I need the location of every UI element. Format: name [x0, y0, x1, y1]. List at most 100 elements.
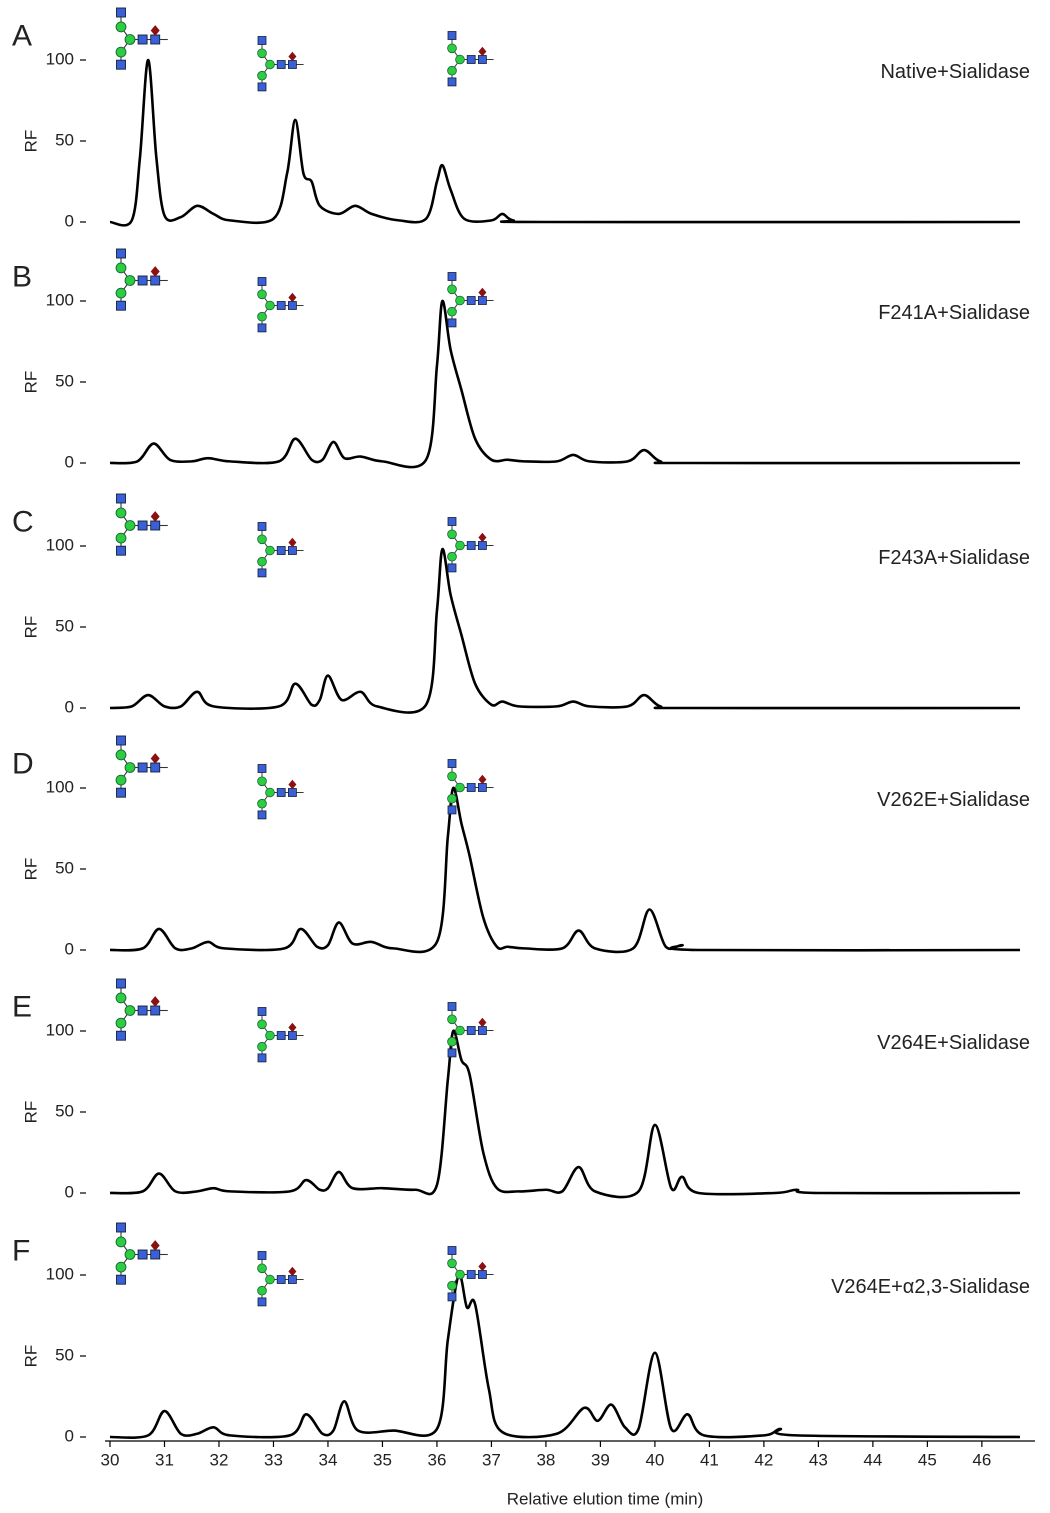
x-tick-label: 38 [536, 1450, 555, 1469]
chromatogram-trace [109, 547, 1021, 714]
y-tick-label: 0 [65, 697, 74, 716]
mannose [257, 776, 267, 787]
fucose [150, 266, 160, 277]
glcnac [116, 1274, 126, 1285]
glycan-icon [447, 517, 494, 573]
y-tick-label: 100 [46, 290, 74, 309]
mannose [455, 1269, 465, 1280]
glcnac [288, 788, 297, 797]
fucose [288, 537, 297, 548]
x-tick-label: 33 [264, 1450, 283, 1469]
glycan-icon [447, 31, 494, 87]
glcnac [116, 7, 126, 18]
mannose [447, 1280, 457, 1291]
glycan-icon [115, 248, 168, 311]
glcnac [447, 1246, 457, 1255]
fucose [478, 287, 487, 298]
glcnac [116, 300, 126, 311]
glycan-icon [115, 735, 168, 798]
fucose [478, 46, 487, 57]
y-tick-label: 50 [55, 130, 74, 149]
glcnac [466, 296, 476, 305]
mannose [455, 1025, 465, 1036]
x-tick-label: 34 [319, 1450, 338, 1469]
glcnac [257, 1251, 267, 1260]
y-tick-label: 50 [55, 1101, 74, 1120]
glcnac [257, 764, 267, 773]
y-tick-label: 0 [65, 211, 74, 230]
chromatogram-trace [109, 1029, 1021, 1199]
y-tick-label: 100 [46, 777, 74, 796]
panel-letter: F [12, 1234, 30, 1267]
glcnac [257, 82, 267, 92]
fucose [150, 1240, 160, 1251]
glycan-icon [115, 7, 168, 70]
glcnac [116, 248, 126, 259]
mannose [124, 275, 136, 286]
y-axis-label: RF [21, 371, 40, 394]
glcnac [288, 546, 297, 555]
glcnac [276, 301, 286, 310]
fucose [150, 511, 160, 522]
mannose [447, 793, 457, 804]
glcnac [276, 1031, 286, 1040]
glcnac [257, 810, 267, 820]
glycan-icon [115, 978, 168, 1041]
glycan-icon [257, 522, 304, 578]
glcnac [288, 60, 297, 69]
glcnac [478, 1026, 487, 1035]
glcnac [478, 783, 487, 792]
glcnac [116, 787, 126, 798]
mannose [265, 300, 275, 311]
mannose [265, 1274, 275, 1285]
mannose [455, 782, 465, 793]
glcnac [137, 1005, 148, 1016]
glcnac [257, 1297, 267, 1307]
mannose [447, 65, 457, 76]
mannose [257, 1285, 267, 1296]
mannose [447, 306, 457, 317]
glcnac [288, 1275, 297, 1284]
annotation: V262E+Sialidase [877, 789, 1030, 811]
glcnac [137, 1249, 148, 1260]
mannose [115, 1236, 127, 1248]
glcnac [466, 1026, 476, 1035]
mannose [124, 1005, 136, 1016]
fucose [478, 532, 487, 543]
glycan-icon [257, 1007, 304, 1063]
glcnac [116, 978, 126, 989]
y-tick-label: 0 [65, 452, 74, 471]
y-tick-label: 50 [55, 1345, 74, 1364]
glycan-icon [115, 1222, 168, 1285]
glcnac [447, 1292, 457, 1302]
mannose [257, 70, 267, 81]
glcnac [447, 77, 457, 87]
y-tick-label: 50 [55, 371, 74, 390]
annotation: V264E+Sialidase [877, 1032, 1030, 1054]
x-tick-label: 35 [373, 1450, 392, 1469]
mannose [115, 507, 127, 519]
glcnac [276, 60, 286, 69]
glcnac [478, 296, 487, 305]
glcnac [150, 1249, 161, 1260]
glcnac [137, 762, 148, 773]
glcnac [447, 1002, 457, 1011]
glcnac [447, 563, 457, 573]
glcnac [478, 55, 487, 64]
glcnac [116, 1222, 126, 1233]
mannose [257, 1263, 267, 1274]
glcnac [478, 541, 487, 550]
mannose [257, 534, 267, 545]
chromatogram-trace [109, 58, 1021, 227]
mannose [124, 34, 136, 45]
glcnac [257, 1007, 267, 1016]
glycan-icon [447, 1246, 494, 1302]
fucose [288, 1022, 297, 1033]
glcnac [257, 323, 267, 333]
glycan-icon [257, 277, 304, 333]
glcnac [447, 272, 457, 281]
x-tick-label: 36 [427, 1450, 446, 1469]
annotation: Native+Sialidase [880, 61, 1030, 83]
y-axis-label: RF [21, 616, 40, 639]
mannose [455, 295, 465, 306]
